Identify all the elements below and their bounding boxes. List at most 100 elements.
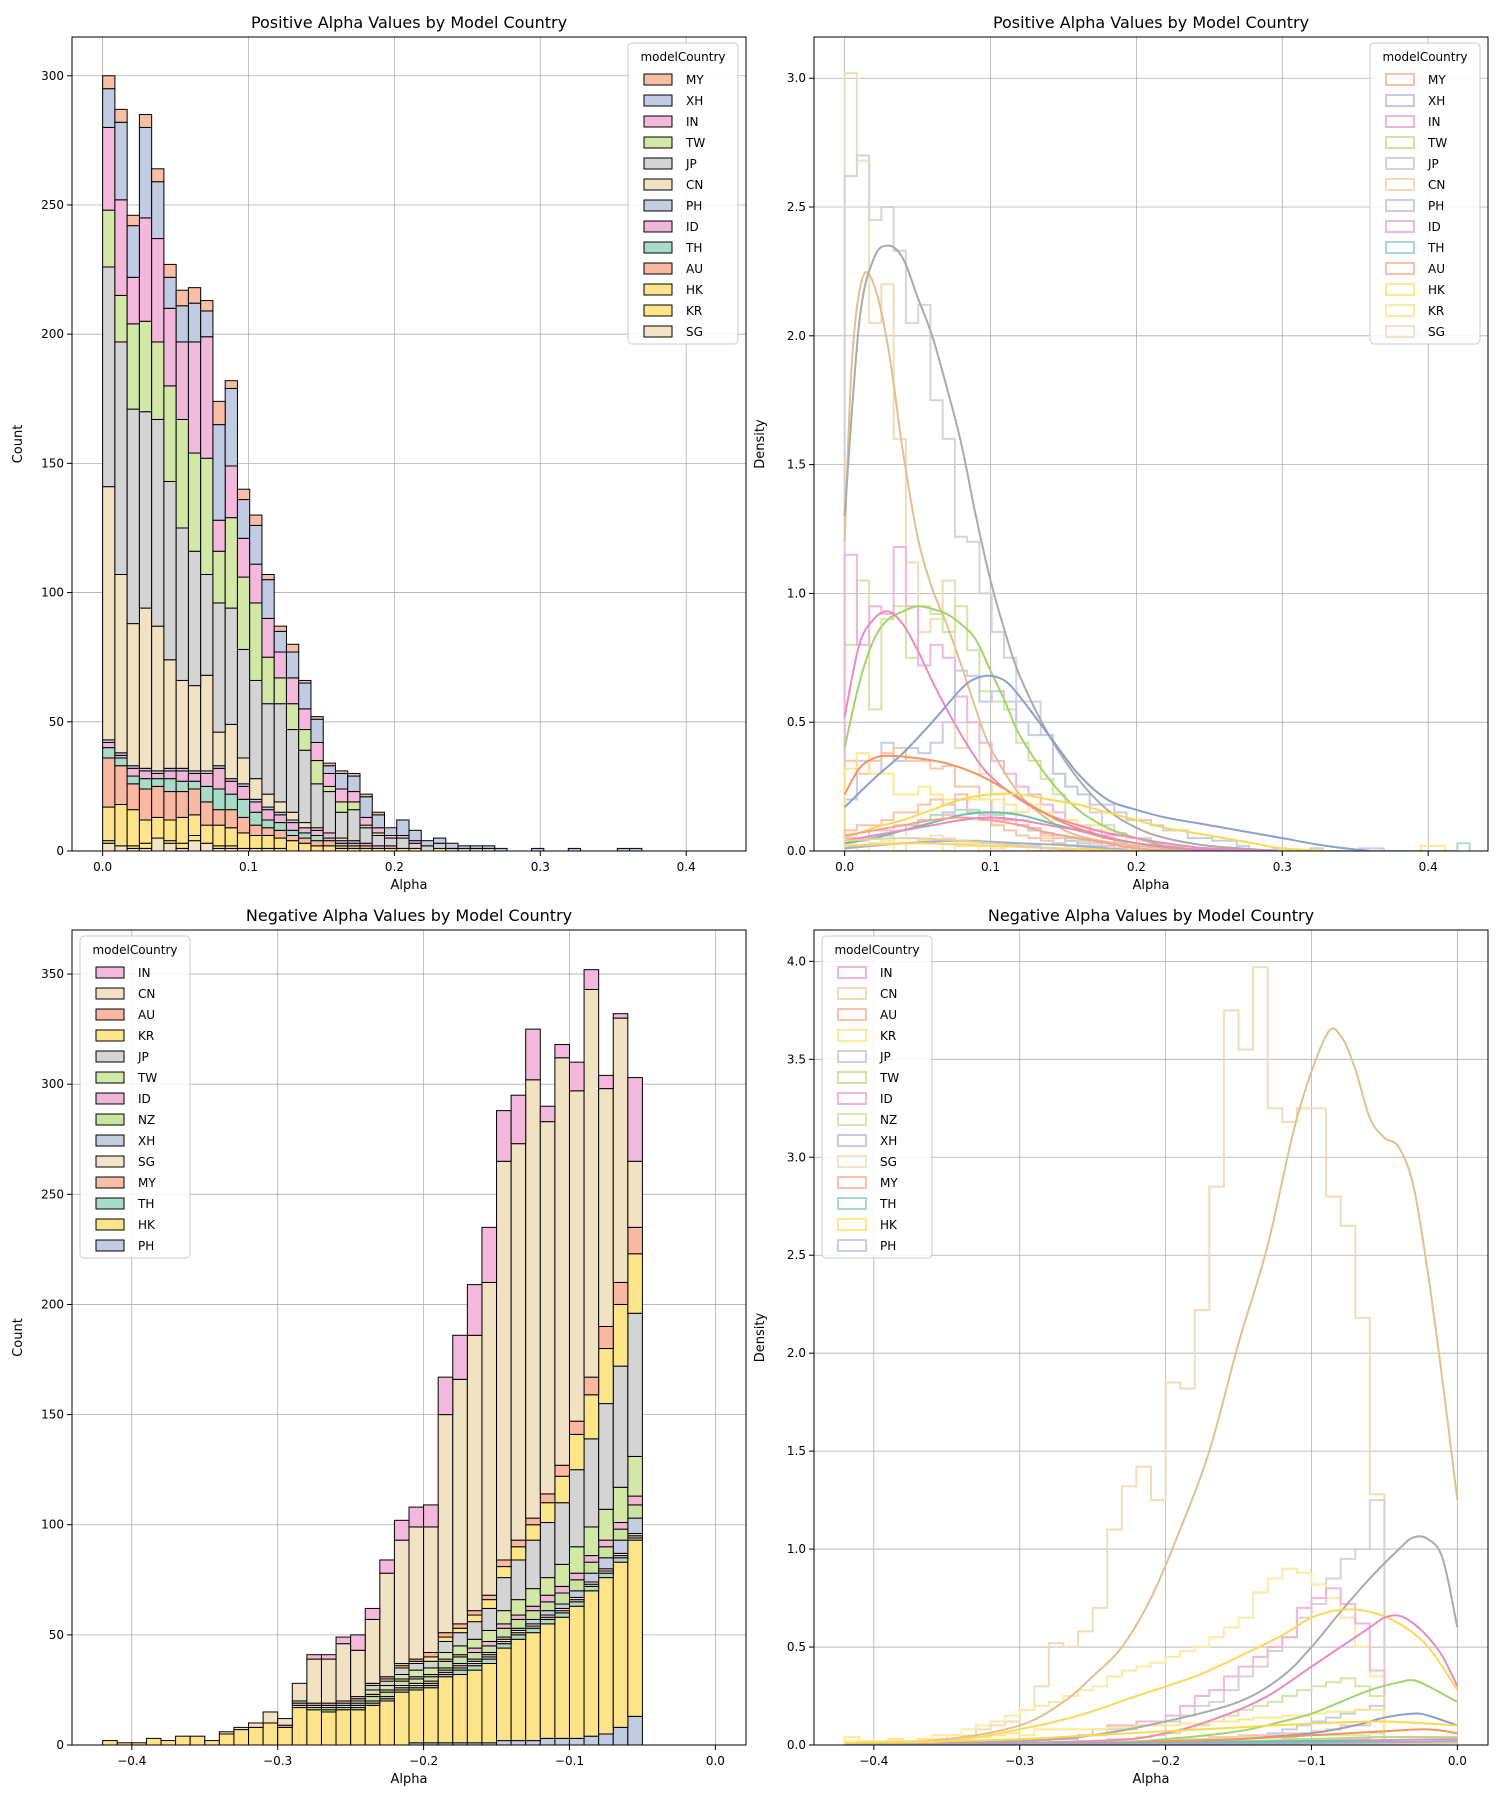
bar-XH-13 xyxy=(261,579,275,619)
series-IN xyxy=(306,969,643,1660)
bar-TH-32 xyxy=(568,1601,585,1607)
plot-area xyxy=(102,969,643,1745)
bar-IN-24 xyxy=(452,1334,468,1380)
legend-label-TW: TW xyxy=(1427,136,1447,150)
bar-XH-10 xyxy=(224,387,238,467)
bar-ID-9 xyxy=(212,767,226,790)
bar-IN-10 xyxy=(224,465,238,519)
bar-NZ-36 xyxy=(627,1504,643,1519)
bar-XH-35 xyxy=(612,1539,629,1554)
kde-MY xyxy=(844,816,1181,851)
bar-HK-4 xyxy=(160,1740,177,1745)
bar-ID-7 xyxy=(187,772,202,782)
bar-CN-5 xyxy=(163,659,177,769)
legend-swatch-CN xyxy=(95,987,125,1000)
y-tick-label: 250 xyxy=(41,198,64,212)
bar-HK-27 xyxy=(496,1647,512,1742)
x-tick-label: 0.3 xyxy=(1273,860,1292,874)
legend-box xyxy=(1369,42,1481,345)
bar-NZ-18 xyxy=(364,1696,381,1702)
legend-swatch-TW xyxy=(837,1071,867,1084)
bar-JP-5 xyxy=(163,480,177,661)
legend-label-PH: PH xyxy=(686,199,702,213)
bar-MY-5 xyxy=(163,263,177,278)
bar-NZ-29 xyxy=(525,1610,541,1620)
legend-label-MY: MY xyxy=(880,1176,898,1190)
bar-JP-11 xyxy=(236,648,251,759)
legend: modelCountry MY XH IN TW JP CN PH ID TH AU HK KR SG xyxy=(1369,42,1481,345)
bar-CN-20 xyxy=(393,1539,410,1665)
bar-JP-2 xyxy=(126,408,140,625)
bar-CN-15 xyxy=(285,811,300,821)
bar-AU-23 xyxy=(437,1632,454,1638)
x-tick-label: 0.0 xyxy=(835,860,854,874)
legend-label-JP: JP xyxy=(685,157,697,171)
y-tick-label: 350 xyxy=(41,967,64,981)
bar-HK-5 xyxy=(163,819,177,842)
y-tick-label: 0 xyxy=(56,1738,64,1752)
chart-positive-density: 0.0 0.1 0.2 0.3 0.4 0.0 0.5 1.0 1.5 2.0 2.5 3.0 Posi… xyxy=(753,13,1489,893)
x-tick-label: −0.4 xyxy=(117,1754,146,1768)
bar-MY-14 xyxy=(273,625,287,632)
bar-AU-34 xyxy=(598,1325,614,1350)
bar-MY-8 xyxy=(200,300,214,312)
legend-label-HK: HK xyxy=(880,1218,898,1232)
bar-IN-14 xyxy=(306,1654,322,1660)
bar-AU-12 xyxy=(249,824,263,836)
bar-JP-12 xyxy=(249,679,263,780)
bar-TH-16 xyxy=(298,832,312,839)
bar-IN-6 xyxy=(175,341,189,420)
bar-TW-27 xyxy=(496,1610,512,1625)
bar-MY-4 xyxy=(151,168,165,183)
bar-HK-12 xyxy=(249,834,263,849)
bar-TW-14 xyxy=(273,677,287,705)
bar-HK-0 xyxy=(102,806,116,842)
bar-XH-6 xyxy=(175,305,189,343)
bar-JP-8 xyxy=(200,573,214,676)
bar-JP-26 xyxy=(420,845,435,851)
y-tick-label: 50 xyxy=(49,715,64,729)
bar-TW-6 xyxy=(175,418,189,529)
bar-KR-24 xyxy=(452,1627,468,1634)
y-tick-label: 300 xyxy=(41,69,64,83)
bar-ID-32 xyxy=(568,1572,585,1581)
bar-XH-31 xyxy=(554,1603,570,1609)
bar-CN-13 xyxy=(261,793,275,808)
bar-AU-29 xyxy=(525,1517,541,1526)
bar-NZ-35 xyxy=(612,1528,629,1541)
legend-swatch-HK xyxy=(95,1218,125,1231)
bar-HK-14 xyxy=(273,837,287,849)
bar-XH-0 xyxy=(102,88,116,128)
legend-label-JP: JP xyxy=(137,1050,149,1064)
series-MY xyxy=(102,75,385,816)
legend-label-AU: AU xyxy=(880,1008,897,1022)
bar-MY-3 xyxy=(138,114,153,128)
legend-title: modelCountry xyxy=(640,50,725,64)
legend-swatch-ID xyxy=(837,1092,867,1105)
bar-XH-4 xyxy=(151,181,165,240)
legend-swatch-MY xyxy=(837,1176,867,1189)
bar-PH-27 xyxy=(496,1740,512,1745)
y-tick-label: 150 xyxy=(41,1408,64,1422)
bar-CN-10 xyxy=(224,723,238,780)
bar-TW-1 xyxy=(114,294,128,343)
legend-label-TH: TH xyxy=(1427,241,1444,255)
bar-TW-4 xyxy=(151,341,165,420)
bar-KR-35 xyxy=(612,1303,629,1367)
bar-JP-30 xyxy=(539,1522,556,1579)
bar-TW-11 xyxy=(236,576,251,650)
bar-IN-0 xyxy=(102,126,116,211)
bar-JP-33 xyxy=(583,1438,600,1528)
bar-NZ-26 xyxy=(481,1645,498,1653)
bar-XH-32 xyxy=(494,847,508,851)
legend-label-TW: TW xyxy=(879,1071,899,1085)
bar-TW-20 xyxy=(393,1674,410,1680)
bar-XH-30 xyxy=(539,1610,556,1616)
bar-TW-12 xyxy=(249,602,263,681)
bar-AU-33 xyxy=(583,1376,600,1396)
bar-CN-0 xyxy=(102,486,116,741)
x-tick-label: 0.3 xyxy=(531,860,550,874)
y-tick-label: 0.0 xyxy=(787,1738,806,1752)
bar-AU-5 xyxy=(163,791,177,821)
bar-TW-36 xyxy=(627,1455,643,1497)
